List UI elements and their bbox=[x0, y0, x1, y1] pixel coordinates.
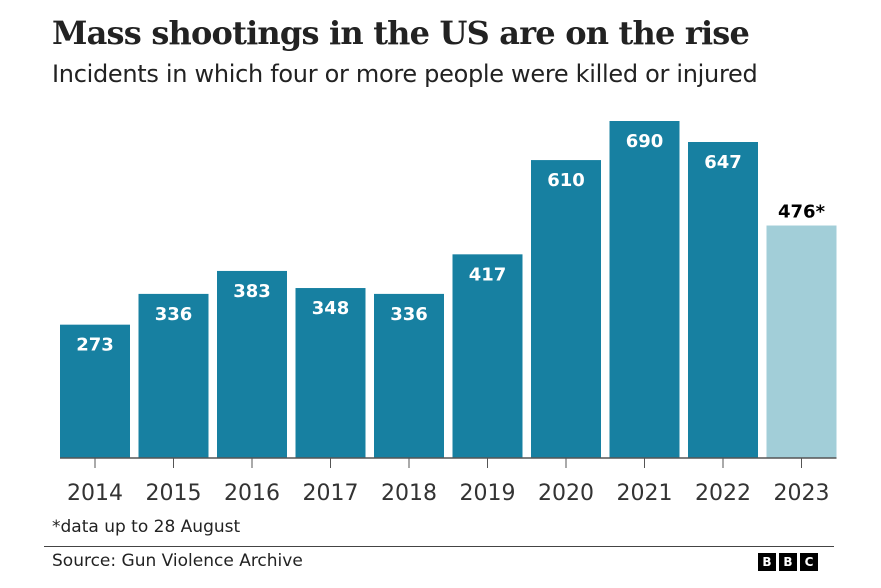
data-label-2020: 610 bbox=[547, 170, 585, 191]
logo-letter: B bbox=[779, 553, 797, 571]
data-label-2021: 690 bbox=[626, 131, 664, 152]
bar-2016 bbox=[217, 270, 287, 458]
chart-title: Mass shootings in the US are on the rise bbox=[52, 14, 750, 52]
source-note: Source: Gun Violence Archive bbox=[52, 551, 303, 571]
x-tick-label-2014: 2014 bbox=[67, 481, 123, 506]
x-tick-label-2015: 2015 bbox=[146, 481, 202, 506]
x-tick-label-2018: 2018 bbox=[381, 481, 437, 506]
x-tick-label-2021: 2021 bbox=[617, 481, 673, 506]
bar-2015 bbox=[138, 293, 209, 458]
data-label-2014: 273 bbox=[76, 335, 114, 356]
x-tick-label-2022: 2022 bbox=[695, 481, 751, 506]
bar-2018 bbox=[374, 293, 444, 458]
bar-2017 bbox=[295, 288, 366, 458]
data-label-2018: 336 bbox=[390, 304, 428, 325]
x-tick-label-2019: 2019 bbox=[460, 481, 516, 506]
bar-2020 bbox=[531, 160, 601, 459]
data-label-2022: 647 bbox=[704, 152, 742, 173]
x-tick-label-2020: 2020 bbox=[538, 481, 594, 506]
bar-2023 bbox=[766, 225, 837, 458]
bar-2019 bbox=[452, 254, 523, 458]
data-label-2016: 383 bbox=[233, 281, 271, 302]
x-tick-label-2023: 2023 bbox=[774, 481, 830, 506]
bar-chart: 273 2014 336 2015 383 2016 348 2017 336 2018 417 20… bbox=[60, 121, 837, 506]
x-tick-label-2016: 2016 bbox=[224, 481, 280, 506]
bar-2021 bbox=[609, 121, 680, 458]
x-tick-label-2017: 2017 bbox=[303, 481, 359, 506]
logo-letter: B bbox=[758, 553, 776, 571]
bar-2014 bbox=[60, 324, 130, 458]
data-label-2015: 336 bbox=[155, 304, 193, 325]
data-label-2019: 417 bbox=[469, 264, 507, 285]
logo-letter: C bbox=[800, 553, 818, 571]
bar-2022 bbox=[688, 142, 758, 458]
bbc-logo: B B C bbox=[758, 553, 818, 571]
divider bbox=[44, 546, 834, 547]
data-label-2017: 348 bbox=[312, 298, 350, 319]
footnote: *data up to 28 August bbox=[52, 517, 241, 537]
chart-subtitle: Incidents in which four or more people w… bbox=[52, 60, 758, 88]
data-label-2023: 476* bbox=[778, 202, 826, 223]
